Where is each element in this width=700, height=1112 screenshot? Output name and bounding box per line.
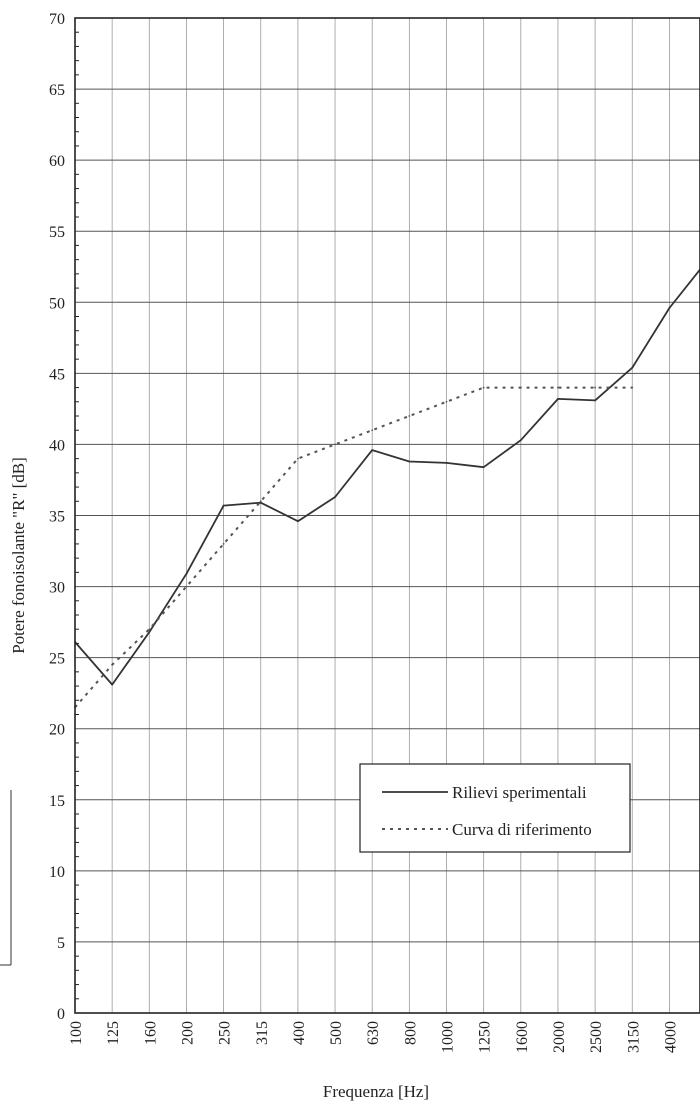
data-point-rilievi-sperimentali-3150: [631, 367, 633, 369]
data-point-curva-di-riferimento-500: [334, 444, 336, 446]
data-point-curva-di-riferimento-200: [186, 586, 188, 588]
grid-layer: [75, 18, 700, 1013]
y-tick-label-0: 0: [57, 1006, 65, 1023]
x-tick-label-1600: 1600: [514, 1021, 531, 1053]
y-tick-label-30: 30: [49, 580, 65, 597]
data-point-rilievi-sperimentali-1600: [520, 439, 522, 441]
data-point-curva-di-riferimento-400: [297, 458, 299, 460]
x-tick-label-800: 800: [402, 1021, 419, 1045]
y-tick-label-50: 50: [49, 295, 65, 312]
x-tick-label-4000: 4000: [662, 1021, 679, 1053]
data-point-rilievi-sperimentali-800: [408, 461, 410, 463]
x-axis-label: Frequenza [Hz]: [323, 1082, 429, 1101]
data-point-rilievi-sperimentali-2500: [594, 399, 596, 401]
x-tick-label-250: 250: [217, 1021, 234, 1045]
axis-layer: 0 5 10 15 20 25 30 35 40 45 50 55 60 65 70 100 125 160 200…: [49, 11, 700, 1053]
y-tick-label-45: 45: [49, 366, 65, 383]
data-point-curva-di-riferimento-800: [408, 415, 410, 417]
y-tick-label-60: 60: [49, 153, 65, 170]
data-point-curva-di-riferimento-2000: [557, 387, 559, 389]
data-point-rilievi-sperimentali-1250: [483, 466, 485, 468]
data-point-rilievi-sperimentali-250: [223, 505, 225, 507]
x-tick-label-630: 630: [365, 1021, 382, 1045]
y-axis-label: Potere fonoisolante "R" [dB]: [9, 457, 28, 654]
x-tick-label-315: 315: [254, 1021, 271, 1045]
legend: Rilievi sperimentali Curva di riferiment…: [360, 764, 630, 852]
data-point-rilievi-sperimentali-630: [371, 449, 373, 451]
data-point-curva-di-riferimento-160: [148, 628, 150, 630]
data-point-curva-di-riferimento-630: [371, 429, 373, 431]
data-point-curva-di-riferimento-1600: [520, 387, 522, 389]
data-point-curva-di-riferimento-315: [260, 500, 262, 502]
x-tick-label-2500: 2500: [588, 1021, 605, 1053]
data-point-curva-di-riferimento-250: [223, 543, 225, 545]
series-layer: [74, 269, 700, 709]
y-tick-label-55: 55: [49, 224, 65, 241]
x-tick-label-125: 125: [105, 1021, 122, 1045]
data-point-curva-di-riferimento-2500: [594, 387, 596, 389]
x-tick-label-160: 160: [142, 1021, 159, 1045]
data-point-rilievi-sperimentali-2000: [557, 398, 559, 400]
x-tick-label-3150: 3150: [625, 1021, 642, 1053]
data-point-curva-di-riferimento-125: [111, 664, 113, 666]
data-point-rilievi-sperimentali-160: [148, 631, 150, 633]
data-point-rilievi-sperimentali-400: [297, 520, 299, 522]
series-line-curva-di-riferimento: [75, 388, 632, 708]
legend-label-rilievi-sperimentali: Rilievi sperimentali: [452, 783, 587, 802]
data-point-rilievi-sperimentali-125: [111, 684, 113, 686]
y-tick-label-15: 15: [49, 793, 65, 810]
x-tick-label-2000: 2000: [551, 1021, 568, 1053]
series-line-rilievi-sperimentali: [75, 270, 700, 685]
y-tick-label-70: 70: [49, 11, 65, 28]
y-tick-label-25: 25: [49, 651, 65, 668]
legend-label-curva-di-riferimento: Curva di riferimento: [452, 820, 592, 839]
data-point-rilievi-sperimentali-1000: [446, 462, 448, 464]
data-point-curva-di-riferimento-1250: [483, 387, 485, 389]
x-tick-label-200: 200: [179, 1021, 196, 1045]
x-tick-label-1250: 1250: [477, 1021, 494, 1053]
data-point-curva-di-riferimento-3150: [631, 387, 633, 389]
data-point-rilievi-sperimentali-4000: [669, 307, 671, 309]
y-tick-label-35: 35: [49, 509, 65, 526]
data-point-rilievi-sperimentali-500: [334, 496, 336, 498]
x-tick-label-500: 500: [328, 1021, 345, 1045]
y-tick-label-65: 65: [49, 82, 65, 99]
y-tick-label-40: 40: [49, 437, 65, 454]
y-tick-label-20: 20: [49, 722, 65, 739]
data-point-curva-di-riferimento-1000: [446, 401, 448, 403]
data-point-rilievi-sperimentali-200: [186, 573, 188, 575]
y-tick-label-10: 10: [49, 864, 65, 881]
x-tick-label-100: 100: [68, 1021, 85, 1045]
x-tick-label-1000: 1000: [440, 1021, 457, 1053]
x-tick-label-400: 400: [291, 1021, 308, 1045]
y-tick-label-5: 5: [57, 935, 65, 952]
